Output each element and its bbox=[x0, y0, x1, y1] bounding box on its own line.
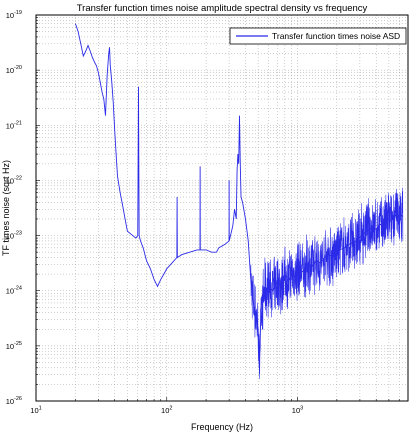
grid-lines bbox=[36, 15, 408, 401]
x-tick-label: 102 bbox=[161, 406, 172, 416]
legend-box bbox=[229, 27, 407, 45]
y-tick-label: 10-23 bbox=[6, 231, 22, 241]
plot-border bbox=[35, 14, 409, 402]
x-axis-label: Frequency (Hz) bbox=[191, 422, 253, 432]
data-layer bbox=[74, 23, 404, 380]
y-axis-ticks: 10-19 10-20 10-21 10-22 10-23 10-24 10-25 10-26 bbox=[6, 10, 40, 406]
x-tick-label: 101 bbox=[30, 406, 41, 416]
x-axis-ticks: 101 102 103 bbox=[30, 397, 409, 416]
x-tick-label: 103 bbox=[292, 406, 303, 416]
chart-title: Transfer function times noise amplitude … bbox=[77, 3, 368, 14]
plot-area bbox=[36, 15, 408, 401]
y-tick-label: 10-21 bbox=[6, 120, 22, 130]
y-tick-label: 10-22 bbox=[6, 175, 22, 185]
series-noise-band bbox=[250, 187, 404, 380]
y-tick-label: 10-26 bbox=[6, 396, 22, 406]
y-tick-label: 10-20 bbox=[6, 65, 22, 75]
legend-entry: Transfer function times noise ASD bbox=[272, 31, 400, 41]
y-axis-label: TF times noise (sqrt Hz) bbox=[1, 160, 11, 256]
y-tick-label: 10-19 bbox=[6, 10, 22, 20]
legend: Transfer function times noise ASD bbox=[229, 27, 407, 45]
y-tick-label: 10-25 bbox=[6, 341, 22, 351]
y-tick-label: 10-24 bbox=[6, 286, 22, 296]
